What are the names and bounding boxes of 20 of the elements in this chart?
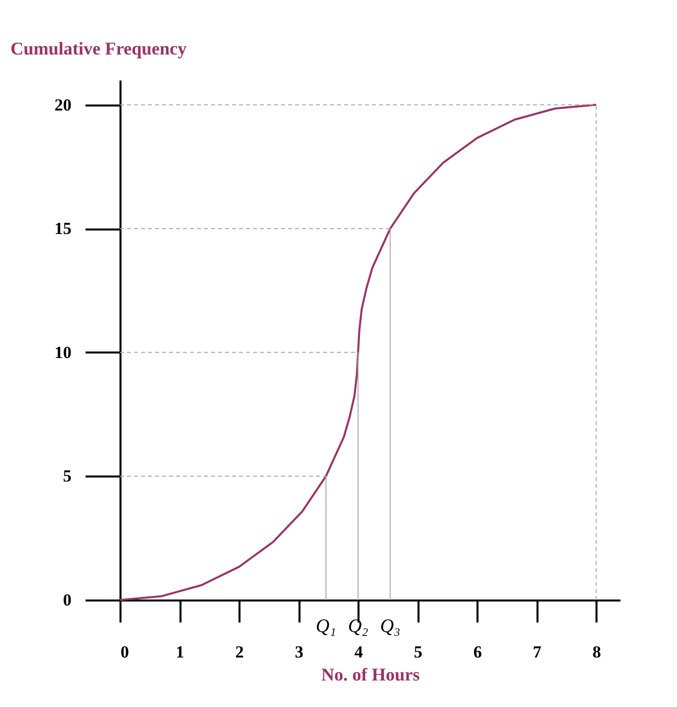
x-tick-label: 7	[532, 642, 542, 662]
x-tick-label: 8	[592, 642, 601, 662]
x-tick-label: 5	[414, 642, 422, 662]
x-tick-label: 1	[176, 642, 184, 662]
annotation: Q₂	[348, 616, 369, 637]
annotation: Q₃	[380, 616, 400, 637]
y-tick-label: 20	[54, 95, 72, 114]
x-tick-label: 4	[354, 642, 364, 662]
x-tick-label: 6	[473, 642, 482, 662]
annotation: Q₁	[316, 616, 336, 637]
x-tick-label: 3	[294, 642, 304, 662]
y-tick-label: 10	[54, 342, 72, 362]
y-axis-title: Cumulative Frequency	[10, 38, 187, 58]
x-tick-label: 2	[235, 642, 244, 662]
y-tick-label: 15	[54, 219, 72, 238]
line-series	[119, 104, 598, 601]
y-tick-label: 5	[63, 466, 72, 486]
x-axis-title: No. of Hours	[321, 664, 420, 684]
x-tick-label: 0	[120, 642, 129, 662]
y-tick-label: 0	[63, 590, 72, 610]
